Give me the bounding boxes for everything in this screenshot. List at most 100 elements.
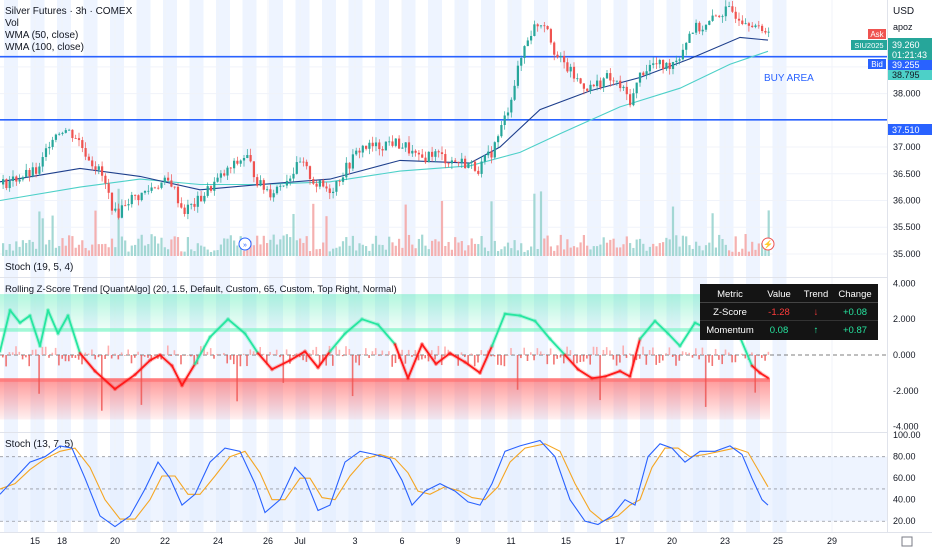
volume-bar bbox=[767, 210, 770, 256]
candle-body bbox=[249, 155, 252, 162]
session-band bbox=[666, 0, 681, 532]
earnings-icon[interactable]: ⚡ bbox=[761, 237, 775, 251]
dividend-icon[interactable]: » bbox=[238, 237, 252, 251]
candle-body bbox=[506, 112, 510, 116]
momentum-bar bbox=[721, 355, 723, 365]
volume-bar bbox=[632, 247, 635, 256]
zscore-title[interactable]: Rolling Z-Score Trend [QuantAlgo] (20, 1… bbox=[5, 284, 397, 295]
candle-body bbox=[289, 178, 292, 181]
candle-body bbox=[520, 57, 523, 66]
volume-bar bbox=[325, 216, 328, 256]
volume-bar bbox=[338, 246, 341, 256]
volume-bar bbox=[582, 235, 585, 256]
time-tick: 15 bbox=[30, 536, 40, 546]
candle-body bbox=[338, 181, 341, 182]
candle-body bbox=[444, 154, 447, 164]
candle-body bbox=[668, 62, 671, 69]
candle-body bbox=[272, 193, 275, 198]
candle-body bbox=[648, 64, 651, 72]
momentum-bar bbox=[18, 351, 21, 355]
momentum-bar bbox=[147, 355, 149, 358]
momentum-bar bbox=[520, 355, 522, 359]
volume-bar bbox=[272, 234, 275, 256]
wma50-label[interactable]: WMA (50, close) bbox=[5, 30, 78, 41]
volume-bar bbox=[612, 238, 615, 256]
session-band bbox=[401, 0, 416, 532]
vol-label[interactable]: Vol bbox=[5, 18, 19, 29]
candle-body bbox=[424, 157, 427, 163]
axis-settings-icon[interactable] bbox=[901, 536, 913, 547]
momentum-bar bbox=[318, 355, 321, 367]
zscore-segment bbox=[564, 354, 579, 371]
zscore-segment bbox=[654, 320, 669, 335]
momentum-bar bbox=[698, 355, 700, 360]
momentum-bar bbox=[137, 351, 139, 355]
zscore-segment bbox=[29, 314, 41, 347]
candle-body bbox=[447, 163, 450, 165]
momentum-bar bbox=[216, 353, 219, 355]
momentum-bar bbox=[605, 347, 608, 355]
wma100-label[interactable]: WMA (100, close) bbox=[5, 42, 84, 53]
volume-bar bbox=[579, 242, 582, 256]
zscore-segment bbox=[407, 343, 423, 380]
candle-body bbox=[632, 93, 635, 106]
candle-body bbox=[394, 138, 397, 146]
candle-body bbox=[602, 78, 605, 88]
chart-title[interactable]: Silver Futures · 3h · COMEX bbox=[5, 6, 133, 17]
zscore-segment bbox=[114, 373, 136, 390]
volume-bar bbox=[721, 238, 724, 256]
momentum-bar bbox=[58, 355, 60, 366]
svg-text:»: » bbox=[243, 242, 247, 249]
candle-body bbox=[569, 66, 572, 72]
momentum-bar bbox=[652, 347, 654, 355]
volume-bar bbox=[167, 249, 170, 256]
row-momentum-trend: ↑ bbox=[814, 325, 819, 336]
user-label[interactable]: apoz bbox=[893, 22, 913, 32]
volume-bar bbox=[671, 206, 675, 256]
currency-label[interactable]: USD bbox=[893, 6, 914, 17]
candle-body bbox=[328, 188, 331, 194]
momentum-bar bbox=[615, 355, 618, 366]
momentum-bar bbox=[44, 346, 47, 355]
candle-body bbox=[137, 195, 140, 201]
momentum-bar bbox=[8, 352, 11, 355]
momentum-bar bbox=[536, 348, 539, 355]
volume-bar bbox=[209, 251, 213, 256]
momentum-bar bbox=[5, 355, 7, 367]
momentum-bar bbox=[681, 351, 684, 355]
volume-bar bbox=[81, 240, 84, 256]
candle-body bbox=[691, 32, 694, 34]
candle-body bbox=[609, 73, 612, 81]
volume-bar bbox=[688, 245, 691, 256]
candle-body bbox=[417, 152, 420, 155]
momentum-bar bbox=[266, 355, 268, 365]
candle-body bbox=[223, 173, 226, 176]
volume-bar bbox=[398, 238, 401, 256]
candle-body bbox=[721, 16, 724, 18]
candle-body bbox=[543, 25, 546, 27]
zscore-segment bbox=[504, 312, 521, 317]
momentum-bar bbox=[97, 355, 100, 358]
volume-bars bbox=[2, 188, 770, 256]
momentum-bar bbox=[81, 355, 83, 365]
candle-body bbox=[731, 6, 734, 12]
zscore-segment bbox=[361, 318, 379, 326]
horizontal-levels bbox=[0, 55, 887, 121]
volume-bar bbox=[539, 191, 543, 256]
volume-bar bbox=[147, 244, 150, 256]
candle-body bbox=[470, 161, 473, 163]
volume-bar bbox=[41, 218, 44, 256]
candle-body bbox=[266, 189, 269, 191]
zscore-segment bbox=[181, 363, 196, 387]
zscore-segment bbox=[619, 370, 631, 378]
candle-body bbox=[315, 183, 318, 187]
volume-bar bbox=[28, 239, 31, 256]
candle-body bbox=[61, 132, 64, 134]
candle-body bbox=[559, 56, 562, 58]
candle-body bbox=[744, 23, 747, 25]
stoch-top-title[interactable]: Stoch (19, 5, 4) bbox=[5, 262, 73, 273]
zscore-pane bbox=[0, 294, 887, 420]
candle-body bbox=[605, 73, 609, 79]
stoch-bottom-title[interactable]: Stoch (13, 7, 5) bbox=[5, 439, 73, 450]
